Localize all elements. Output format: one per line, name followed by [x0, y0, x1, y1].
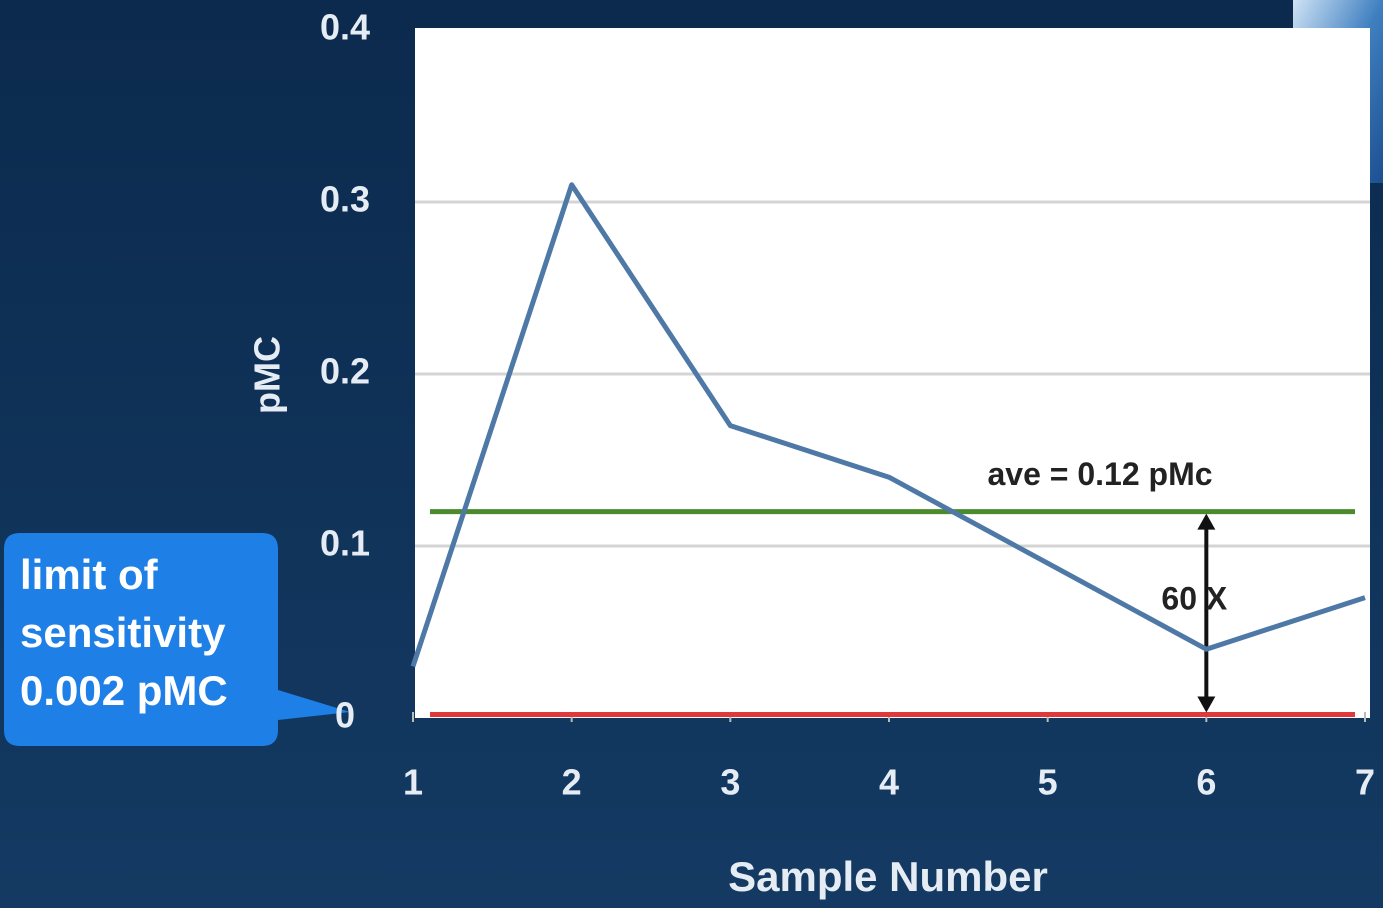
y-tick-label: 0.1 — [320, 523, 370, 564]
ratio-label: 60 X — [1161, 581, 1227, 617]
x-tick-label: 4 — [879, 762, 899, 803]
callout-text: 0.002 pMC — [20, 667, 228, 714]
reference-label: ave = 0.12 pMc — [987, 456, 1212, 492]
y-axis-title: pMC — [247, 336, 288, 414]
arrow-head — [1197, 696, 1216, 713]
callout-box — [4, 533, 350, 746]
x-tick-label: 3 — [720, 762, 740, 803]
x-axis-title: Sample Number — [728, 853, 1048, 900]
y-tick-label: 0.2 — [320, 351, 370, 392]
y-tick-label: 0 — [335, 695, 355, 736]
arrow-head — [1197, 513, 1216, 530]
x-tick-label: 6 — [1196, 762, 1216, 803]
x-tick-label: 2 — [562, 762, 582, 803]
data-line — [410, 182, 1366, 668]
callout-text: sensitivity — [20, 609, 226, 656]
callout-text: limit of — [20, 551, 159, 598]
x-tick-label: 5 — [1038, 762, 1058, 803]
x-tick-label: 1 — [403, 762, 423, 803]
y-tick-label: 0.4 — [320, 7, 370, 48]
x-tick-label: 7 — [1355, 762, 1375, 803]
y-tick-label: 0.3 — [320, 179, 370, 220]
